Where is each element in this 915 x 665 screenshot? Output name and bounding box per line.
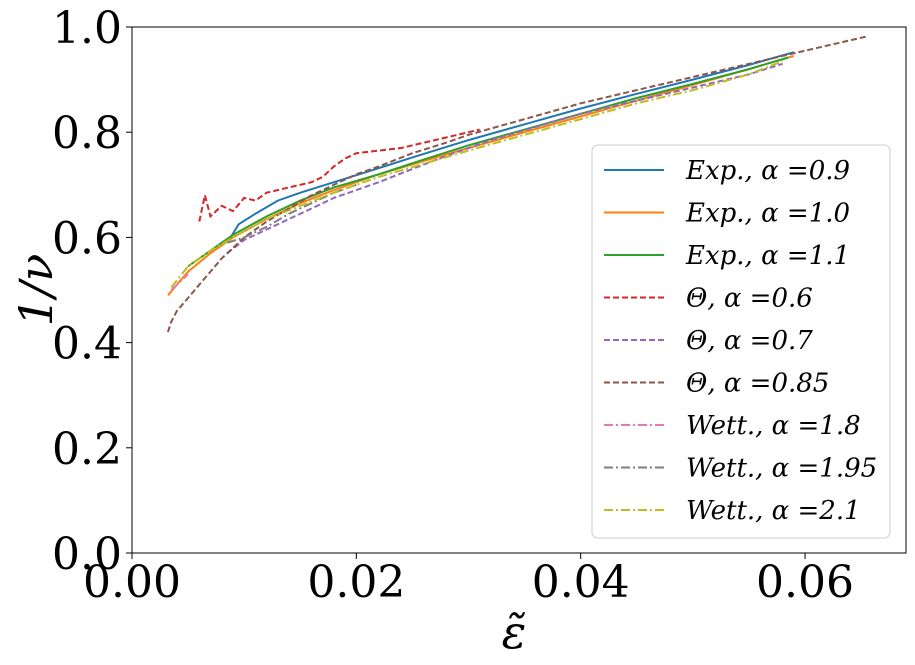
legend-label-1: Exp., α =0.9 [685,156,850,186]
y-tick-label: 0.6 [52,213,122,264]
legend-label-8: Wett., α =1.95 [686,454,877,484]
x-tick-label: 0.06 [756,557,854,608]
y-axis-label: 1/ν [9,254,63,327]
legend-label-5: Θ, α =0.7 [686,326,813,356]
axes-layer: 0.00 0.02 0.04 0.06 0.0 0.2 0.4 0.6 0.8 1.0 ε̃ 1/ν [9,3,854,659]
x-tick-label: 0.00 [83,557,181,608]
series-line-6 [166,35,867,333]
y-tick-label: 0.8 [52,108,122,159]
x-axis-label: ε̃ [502,605,527,659]
x-tick-label: 0.02 [307,557,405,608]
y-tick-label: 1.0 [52,3,122,54]
legend-label-7: Wett., α =1.8 [686,411,861,441]
series-line-4 [198,128,480,222]
legend-label-2: Exp., α =1.0 [685,199,850,229]
x-tick-label: 0.04 [532,557,630,608]
legend-label-9: Wett., α =2.1 [686,496,861,526]
legend-label-3: Exp., α =1.1 [685,241,850,271]
legend-label-4: Θ, α =0.6 [686,284,813,314]
y-tick-label: 0.4 [52,319,122,370]
legend-label-6: Θ, α =0.85 [686,369,829,399]
series-line-9 [170,60,783,289]
series-layer [166,35,867,333]
series-line-7 [170,273,189,291]
legend: Exp., α =0.9 Exp., α =1.0 Exp., α =1.1 Θ, α… [591,144,891,539]
y-tick-label: 0.2 [52,424,122,475]
series-line-3 [187,56,789,268]
y-tick-label: 0.0 [52,529,122,580]
series-line-1 [229,51,795,238]
series-line-8 [227,183,357,244]
legend-box [591,144,891,539]
